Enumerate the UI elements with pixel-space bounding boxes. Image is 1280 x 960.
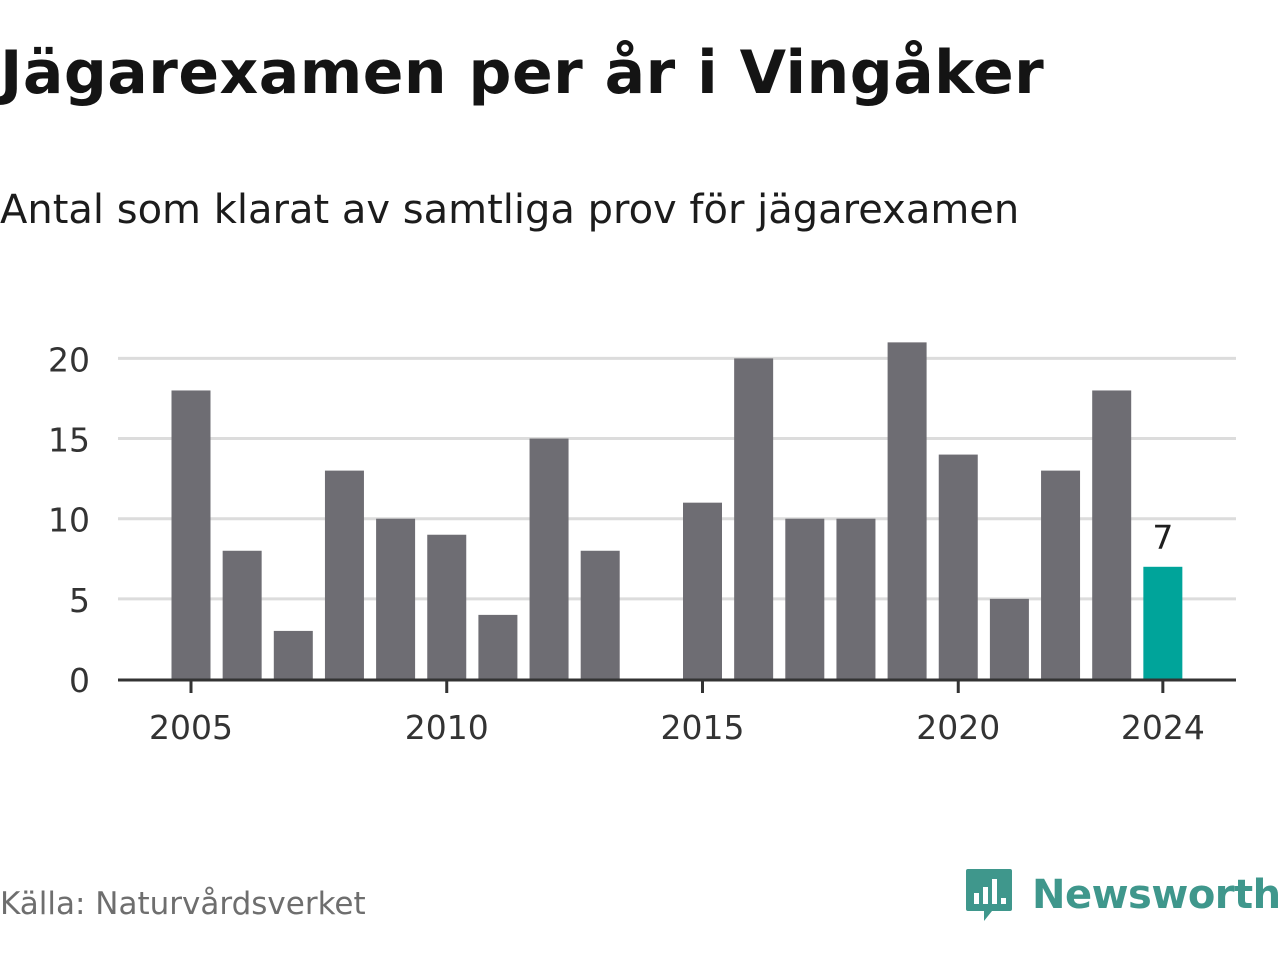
bar — [478, 614, 518, 679]
bar — [324, 470, 364, 679]
chart-subtitle: Antal som klarat av samtliga prov för jä… — [0, 187, 1020, 233]
source-note: Källa: Naturvårdsverket — [0, 886, 366, 922]
bar — [785, 518, 825, 679]
y-tick-label: 0 — [69, 661, 90, 700]
newsworthy-chat-bar-icon — [966, 869, 1012, 921]
y-axis-tick-labels: 0 5 10 15 20 — [48, 340, 90, 700]
bar — [529, 438, 569, 679]
brand-name: Newsworthy — [1032, 872, 1280, 918]
bar — [1041, 470, 1081, 679]
bar — [376, 518, 416, 679]
bar — [1092, 390, 1132, 679]
bar — [836, 518, 876, 679]
x-axis — [118, 678, 1236, 693]
bars — [171, 342, 1183, 679]
bar — [683, 502, 722, 679]
y-tick-label: 10 — [48, 501, 90, 540]
bar — [1143, 566, 1183, 679]
bar — [171, 390, 211, 679]
y-tick-label: 15 — [48, 421, 90, 460]
bar — [734, 358, 774, 679]
bar — [887, 342, 927, 679]
bar — [222, 550, 262, 679]
x-tick-label: 2020 — [916, 708, 1000, 747]
x-tick-label: 2024 — [1121, 708, 1205, 747]
x-axis-tick-labels: 2005 2010 2015 2020 2024 — [149, 708, 1205, 747]
y-tick-label: 5 — [69, 581, 90, 620]
bar — [427, 534, 467, 679]
bar — [580, 550, 620, 679]
bar — [273, 630, 313, 679]
bar — [938, 454, 978, 679]
data-label: 7 — [1152, 518, 1173, 557]
chart-title: Jägarexamen per år i Vingåker — [0, 38, 1045, 108]
annotations: 7 — [1152, 518, 1173, 557]
x-tick-label: 2010 — [405, 708, 489, 747]
x-tick-label: 2005 — [149, 708, 233, 747]
x-tick-label: 2015 — [661, 708, 745, 747]
y-tick-label: 20 — [48, 340, 90, 379]
brand-logo: Newsworthy — [964, 862, 1280, 928]
bar — [989, 598, 1029, 679]
bar-chart: 0 5 10 15 20 7 2005 2010 2015 2020 2024 — [48, 340, 1236, 747]
